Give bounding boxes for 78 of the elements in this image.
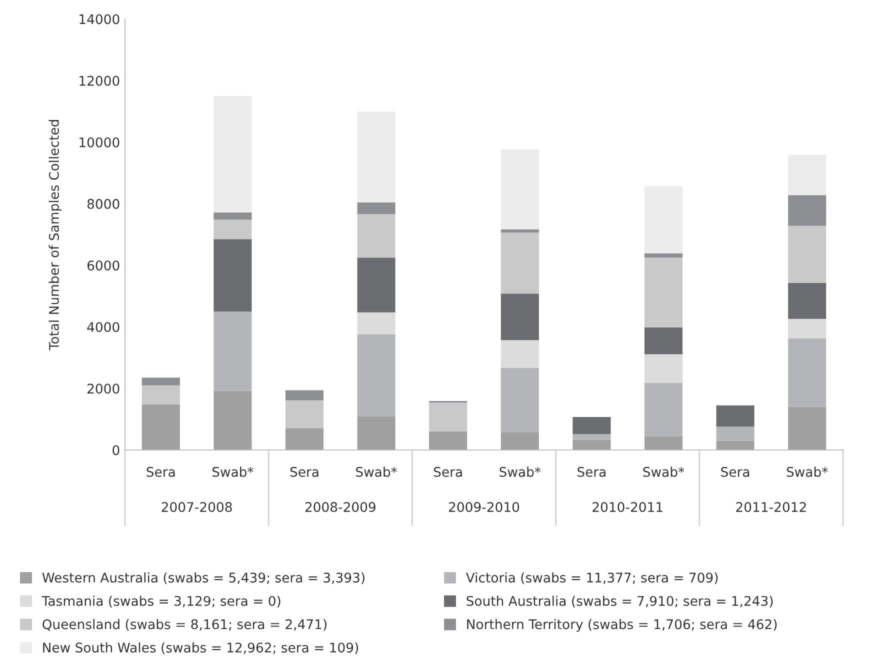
y-tick-label: 14000: [80, 14, 120, 24]
bar: [716, 405, 754, 427]
legend-label: Western Australia (swabs = 5,439; sera = 3,393): [42, 572, 364, 584]
bar: [142, 404, 180, 450]
text: 2007-2008: [162, 502, 232, 512]
bar: [500, 368, 539, 432]
x-tick-label: Swab*: [500, 466, 541, 477]
bar: [500, 232, 539, 294]
bar: [644, 382, 683, 436]
text: 2011-2012: [736, 502, 806, 512]
bar: [142, 385, 180, 404]
bar: [357, 258, 396, 312]
bar: [214, 390, 252, 450]
x-tick-label: Swab*: [786, 466, 828, 477]
text: 2010-2011: [592, 502, 662, 512]
bar: [788, 338, 826, 407]
bar: [214, 212, 252, 220]
legend-label: Tasmania (swabs = 3,129; sera = 0): [42, 596, 280, 608]
bar: [788, 318, 826, 338]
legend-label: Northern Territory (swabs = 1,706; sera = 462): [467, 619, 777, 632]
legend-label: Victoria (swabs = 11,377; sera = 709): [466, 572, 718, 584]
x-tick-label: Sera: [434, 466, 462, 477]
bar: [788, 154, 826, 196]
bar: [572, 417, 611, 434]
bar: [429, 402, 468, 432]
bar: [644, 327, 683, 354]
bar: [788, 195, 826, 226]
x-tick-label: Swab*: [212, 466, 254, 477]
y-tick-label: 10000: [80, 137, 120, 148]
bar: [214, 239, 252, 312]
bar: [572, 434, 611, 440]
x-tick-label: Sera: [721, 466, 750, 477]
bar: [572, 440, 611, 450]
x-tick-label: Swab*: [356, 466, 398, 477]
bar: [357, 202, 396, 214]
bar: [788, 226, 826, 283]
bar: [357, 112, 396, 202]
bar: [644, 258, 683, 328]
legend-label: New South Wales (swabs = 12,962; sera = 109): [43, 642, 358, 654]
bar: [357, 416, 396, 450]
y-tick-label: 12000: [80, 76, 120, 86]
bar: [716, 426, 754, 441]
y-axis-title: Total Number of Samples Collected: [48, 120, 62, 350]
x-tick-label: Sera: [290, 466, 318, 477]
bar: [214, 311, 252, 391]
bar: [214, 96, 252, 212]
bar: [644, 354, 683, 383]
bar: [500, 340, 539, 368]
y-tick-label: 6000: [87, 260, 120, 270]
bar: [500, 294, 539, 340]
bar: [644, 186, 683, 254]
bar: [644, 436, 683, 450]
bar: [357, 312, 396, 334]
bar: [500, 432, 539, 450]
x-tick-label: Swab*: [643, 466, 684, 477]
text: 2009-2010: [449, 502, 520, 512]
bar: [357, 334, 396, 416]
bar: [214, 220, 252, 240]
bar: [716, 440, 754, 450]
bar: [285, 400, 324, 428]
x-tick-label: Sera: [578, 466, 606, 477]
y-tick-label: 4000: [87, 322, 120, 332]
bar: [429, 432, 468, 450]
bar: [788, 406, 826, 450]
text: 2008-2009: [305, 502, 376, 512]
bar: [357, 214, 396, 258]
x-tick-label: Sera: [146, 466, 175, 477]
legend-label: Queensland (swabs = 8,161; sera = 2,471): [42, 619, 326, 631]
y-tick-label: 0: [112, 445, 120, 456]
bar: [285, 428, 324, 450]
legend-label: South Australia (swabs = 7,910; sera = 1,243): [466, 596, 773, 608]
bar: [285, 390, 324, 400]
bar: [500, 149, 539, 230]
bar: [644, 253, 683, 258]
bar: [788, 282, 826, 319]
y-tick-label: 2000: [88, 384, 120, 394]
y-tick-label: 8000: [87, 198, 120, 209]
bar: [142, 378, 180, 386]
